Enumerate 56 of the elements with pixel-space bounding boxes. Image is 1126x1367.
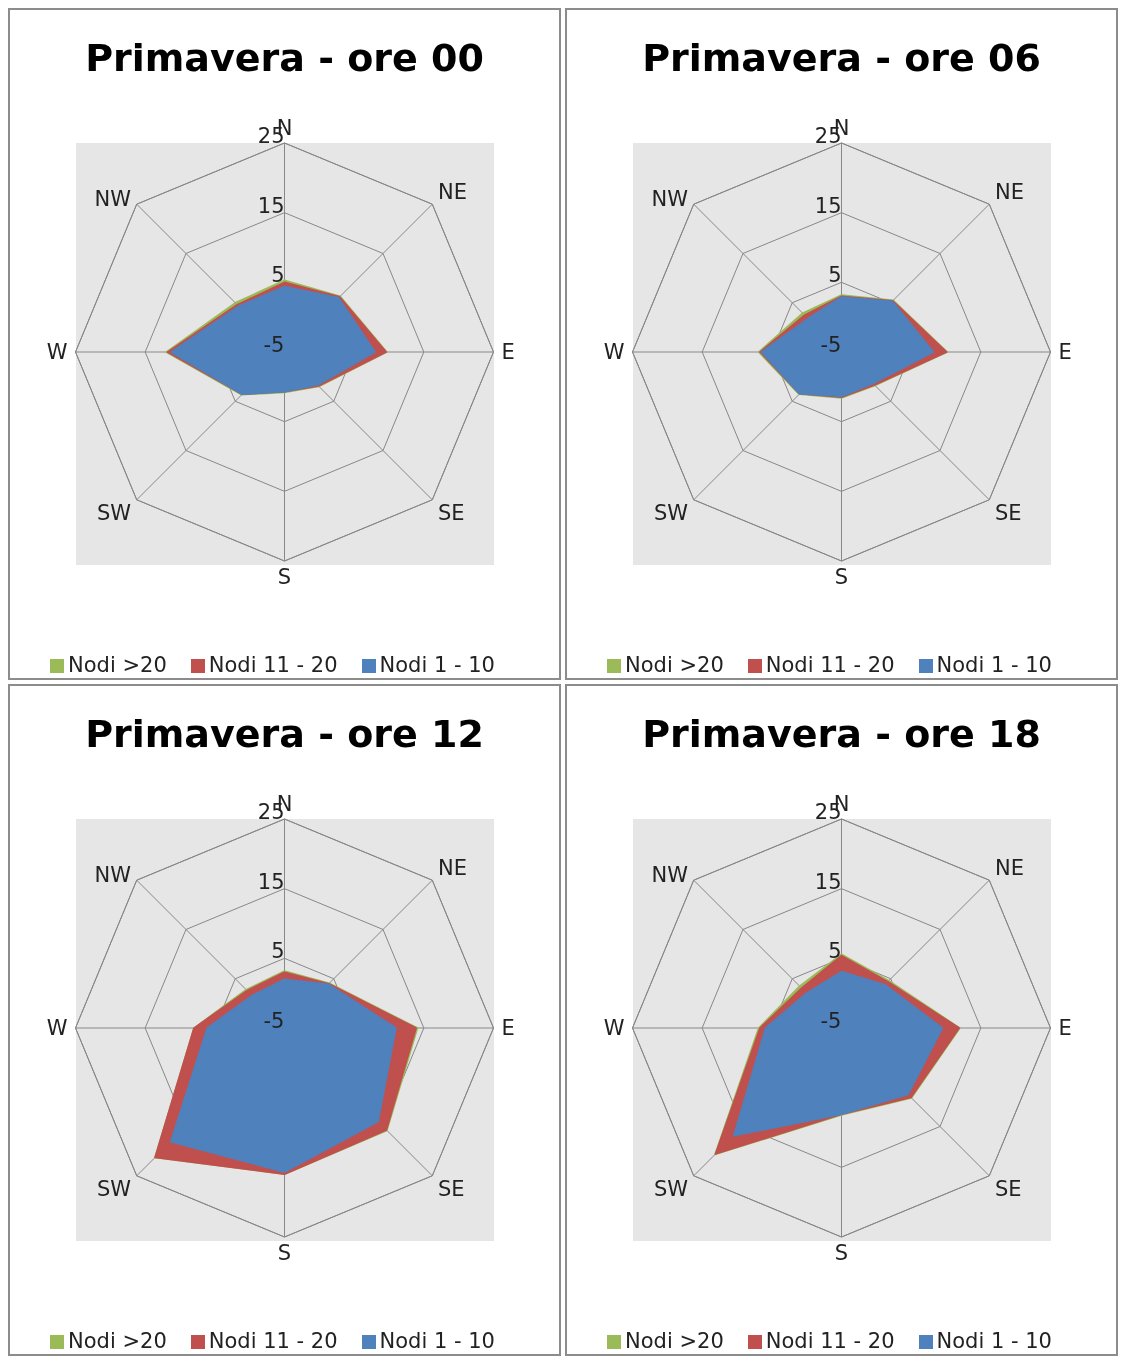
y-tick-label: 5 xyxy=(828,939,842,964)
spoke-label: W xyxy=(46,340,68,365)
y-tick-label: -5 xyxy=(263,1009,285,1033)
spoke-label: E xyxy=(1058,340,1072,365)
spoke-label: SW xyxy=(96,501,132,526)
spoke-label: NE xyxy=(437,179,467,204)
legend-label: Nodi 11 - 20 xyxy=(208,1329,338,1353)
spoke-label: S xyxy=(834,1240,849,1265)
legend-label: Nodi 11 - 20 xyxy=(765,653,895,677)
spoke-label: NE xyxy=(994,855,1024,880)
legend-label: Nodi 1 - 10 xyxy=(936,653,1052,677)
spoke-label: NW xyxy=(651,187,689,212)
y-tick-label: 5 xyxy=(828,263,842,288)
spoke-label: W xyxy=(603,1016,625,1041)
spoke-label: NE xyxy=(994,179,1024,204)
legend-label: Nodi >20 xyxy=(68,653,167,677)
spoke-label: SE xyxy=(437,501,465,526)
spoke-label: SE xyxy=(994,501,1022,526)
y-tick-label: -5 xyxy=(820,333,842,357)
spoke-label: S xyxy=(277,1240,292,1265)
spoke-label: NE xyxy=(437,855,467,880)
legend-label: Nodi >20 xyxy=(625,1329,724,1353)
spoke-label: E xyxy=(501,340,515,365)
spoke-label: SW xyxy=(96,1177,132,1202)
chart-title: Primavera - ore 12 xyxy=(84,712,485,758)
spoke-label: W xyxy=(46,1016,68,1041)
spoke-label: NW xyxy=(94,187,132,212)
legend-label: Nodi 11 - 20 xyxy=(765,1329,895,1353)
spoke-label: S xyxy=(834,564,849,589)
spoke-label: NW xyxy=(94,863,132,888)
spoke-label: E xyxy=(1058,1016,1072,1041)
spoke-label: SW xyxy=(653,1177,689,1202)
legend-label: Nodi >20 xyxy=(625,653,724,677)
chart-title: Primavera - ore 06 xyxy=(641,36,1042,82)
legend-label: Nodi 11 - 20 xyxy=(208,653,338,677)
spoke-label: S xyxy=(277,564,292,589)
spoke-label: NW xyxy=(651,863,689,888)
y-tick-label: 5 xyxy=(271,939,285,964)
spoke-label: W xyxy=(603,340,625,365)
chart-title: Primavera - ore 00 xyxy=(84,36,485,82)
spoke-label: SW xyxy=(653,501,689,526)
y-tick-label: -5 xyxy=(820,1009,842,1033)
legend-label: Nodi 1 - 10 xyxy=(379,1329,495,1353)
y-tick-label: 15 xyxy=(257,193,285,218)
spoke-label: SE xyxy=(437,1177,465,1202)
legend-label: Nodi 1 - 10 xyxy=(936,1329,1052,1353)
legend-label: Nodi 1 - 10 xyxy=(379,653,495,677)
legend-label: Nodi >20 xyxy=(68,1329,167,1353)
y-tick-label: 15 xyxy=(257,869,285,894)
spoke-label: E xyxy=(501,1016,515,1041)
y-tick-label: 15 xyxy=(814,193,842,218)
y-tick-label: 5 xyxy=(271,263,285,288)
chart-title: Primavera - ore 18 xyxy=(641,712,1042,758)
spoke-label: SE xyxy=(994,1177,1022,1202)
y-tick-label: -5 xyxy=(263,333,285,357)
y-tick-label: 15 xyxy=(814,869,842,894)
